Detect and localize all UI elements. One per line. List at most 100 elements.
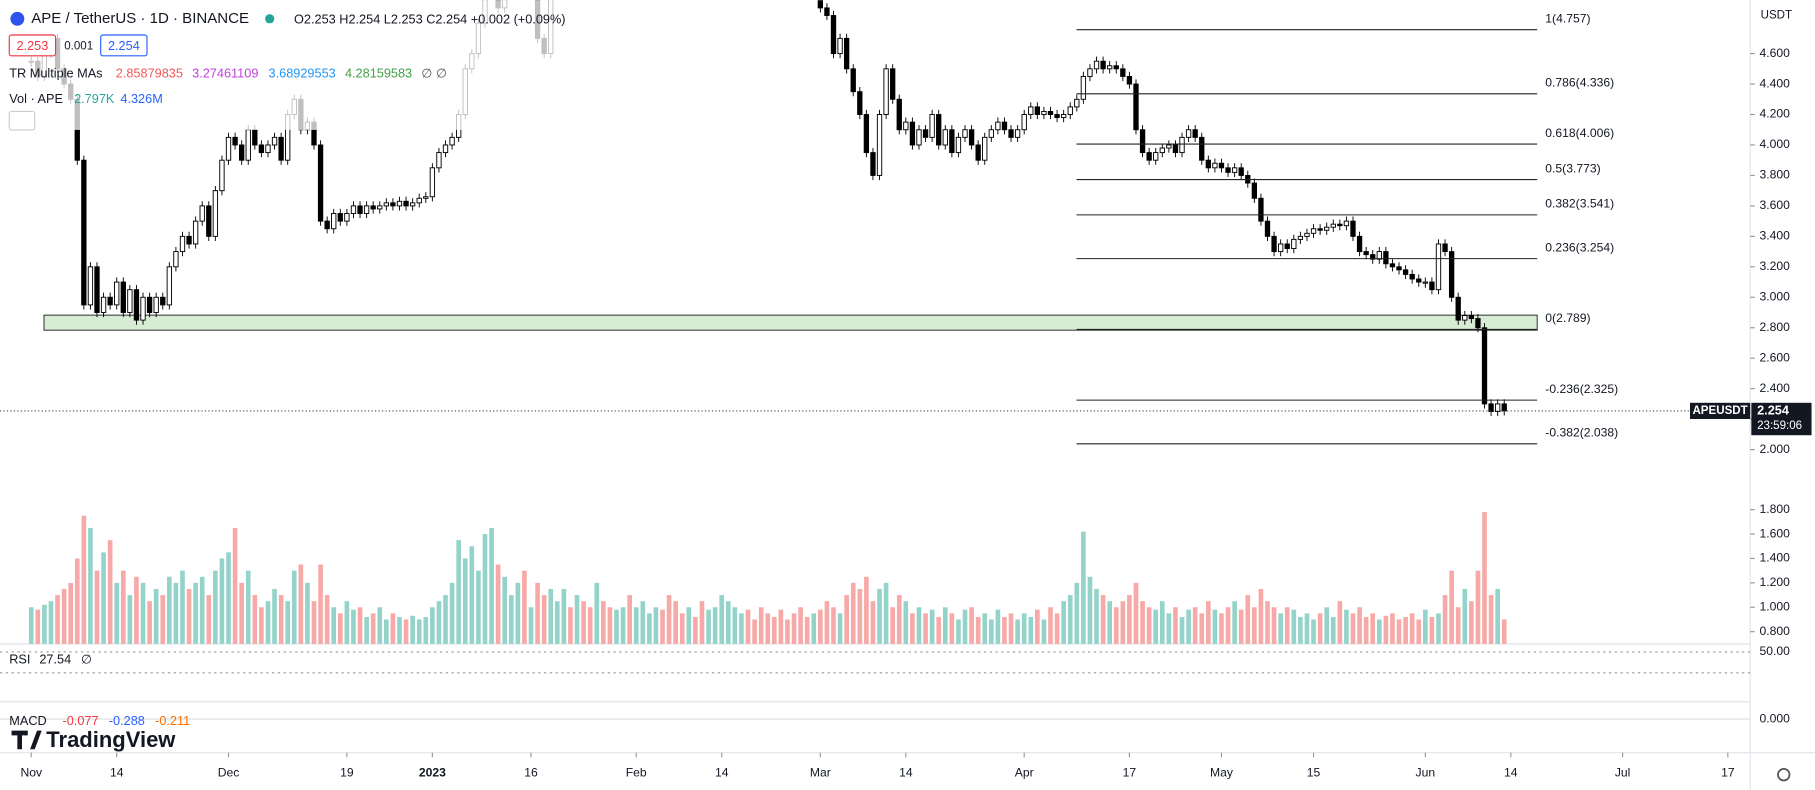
fib-label: 1(4.757)	[1545, 11, 1590, 25]
volume-bar	[923, 613, 928, 644]
volume-bar	[245, 570, 251, 644]
candle-body	[1192, 129, 1198, 138]
y-tick-label: 2.000	[1759, 442, 1790, 456]
candle-body	[1330, 223, 1336, 228]
volume-bar	[1488, 595, 1494, 644]
volume-bar	[1173, 607, 1178, 644]
volume-bar	[1067, 595, 1073, 644]
candle-body	[350, 205, 357, 214]
vol-tick-label: 1.000	[1759, 599, 1790, 613]
candle-body	[212, 190, 219, 237]
candle-body	[1284, 243, 1290, 250]
vol-tick-label: 1.800	[1759, 502, 1790, 516]
candle-body	[81, 159, 87, 306]
volume-bar	[285, 601, 291, 644]
volume-bar	[1035, 609, 1040, 644]
volume-bar	[1120, 601, 1126, 644]
volume-bar	[975, 617, 981, 644]
collapse-button[interactable]	[8, 110, 36, 131]
volume-bar	[1390, 613, 1395, 644]
candle-body	[1054, 114, 1060, 119]
volume-bar	[101, 552, 106, 644]
macd-values: -0.077 -0.288 -0.211	[63, 713, 191, 728]
brand: TradingView	[46, 727, 176, 752]
overlay: 2.0002.2002.4002.6002.8003.0003.2003.400…	[0, 11, 1812, 780]
fib-label: 0.618(4.006)	[1545, 126, 1614, 140]
volume-bar	[1291, 609, 1297, 644]
candle-body	[1356, 235, 1363, 253]
volume-bar	[1324, 607, 1330, 644]
y-tick-label: 2.600	[1759, 350, 1790, 364]
candle-body	[390, 202, 396, 207]
volume-bar	[745, 609, 751, 644]
candle-body	[219, 159, 225, 192]
x-tick-label: 2023	[419, 766, 446, 780]
volume-bar	[1225, 607, 1231, 644]
candle-body	[863, 114, 870, 154]
candle-body	[1350, 220, 1356, 237]
ask: 2.254	[108, 38, 140, 53]
y-tick-label: 4.400	[1759, 76, 1790, 90]
volume-bar	[1403, 617, 1408, 644]
volume-bar	[607, 607, 613, 644]
volume-bar	[311, 601, 317, 644]
x-tick-label: 19	[340, 766, 354, 780]
volume-bar	[896, 595, 902, 644]
ma-title: TR Multiple MAs	[9, 66, 102, 81]
volume-bar	[482, 534, 488, 644]
volume-bar	[476, 570, 481, 644]
volume-bar	[1245, 595, 1251, 644]
vol-value: 4.326M	[120, 91, 162, 106]
candle-body	[114, 281, 120, 306]
volume-bar	[568, 607, 573, 644]
volume-bar	[384, 619, 389, 644]
volume-bar	[1271, 607, 1277, 644]
volume-bar	[818, 609, 823, 644]
candle-body	[883, 68, 889, 115]
bid-box[interactable]	[8, 34, 57, 57]
candle-body	[265, 144, 271, 154]
macd-title: MACD	[9, 713, 46, 728]
volume-bar	[107, 540, 113, 644]
volume-bar	[469, 546, 475, 644]
volume-bar	[1311, 619, 1316, 644]
candle-body	[1080, 75, 1087, 100]
candle-body	[1416, 278, 1422, 283]
candle-body	[824, 7, 830, 16]
volume-bar	[1475, 570, 1481, 644]
candle-body	[1475, 318, 1481, 329]
candle-body	[1225, 167, 1231, 173]
volume-bar	[1219, 613, 1224, 644]
candle-body	[1060, 114, 1067, 119]
candle-body	[449, 136, 455, 146]
macd-tick: 0.000	[1759, 711, 1790, 725]
x-tick-label: Apr	[1015, 766, 1034, 780]
volume-bar	[1054, 613, 1060, 644]
candle-body	[1107, 65, 1113, 70]
candle-body	[239, 144, 245, 161]
candle-body	[436, 152, 442, 169]
candle-body	[830, 15, 837, 55]
fib-label: -0.236(2.325)	[1545, 382, 1618, 396]
ask-box[interactable]	[100, 34, 148, 57]
currency[interactable]: USDT	[1761, 9, 1792, 21]
candle-body	[1271, 235, 1277, 253]
x-tick-label: 17	[1123, 766, 1137, 780]
settings-icon[interactable]	[1777, 768, 1791, 782]
y-tick-label: 4.000	[1759, 137, 1790, 151]
candle-body	[1448, 251, 1455, 298]
x-tick-label: Nov	[20, 766, 43, 780]
volume-bar	[910, 613, 915, 644]
volume-bar	[1284, 607, 1290, 644]
volume-bar	[278, 595, 284, 644]
candle-body	[107, 296, 113, 306]
volume-bar	[1048, 607, 1053, 644]
candle-body	[94, 266, 100, 313]
candle-body	[278, 136, 284, 161]
volume-bar	[88, 527, 93, 644]
candle-body	[1100, 60, 1106, 70]
candle-body	[225, 136, 232, 161]
candle-body	[160, 296, 166, 306]
candle-body	[929, 114, 935, 138]
